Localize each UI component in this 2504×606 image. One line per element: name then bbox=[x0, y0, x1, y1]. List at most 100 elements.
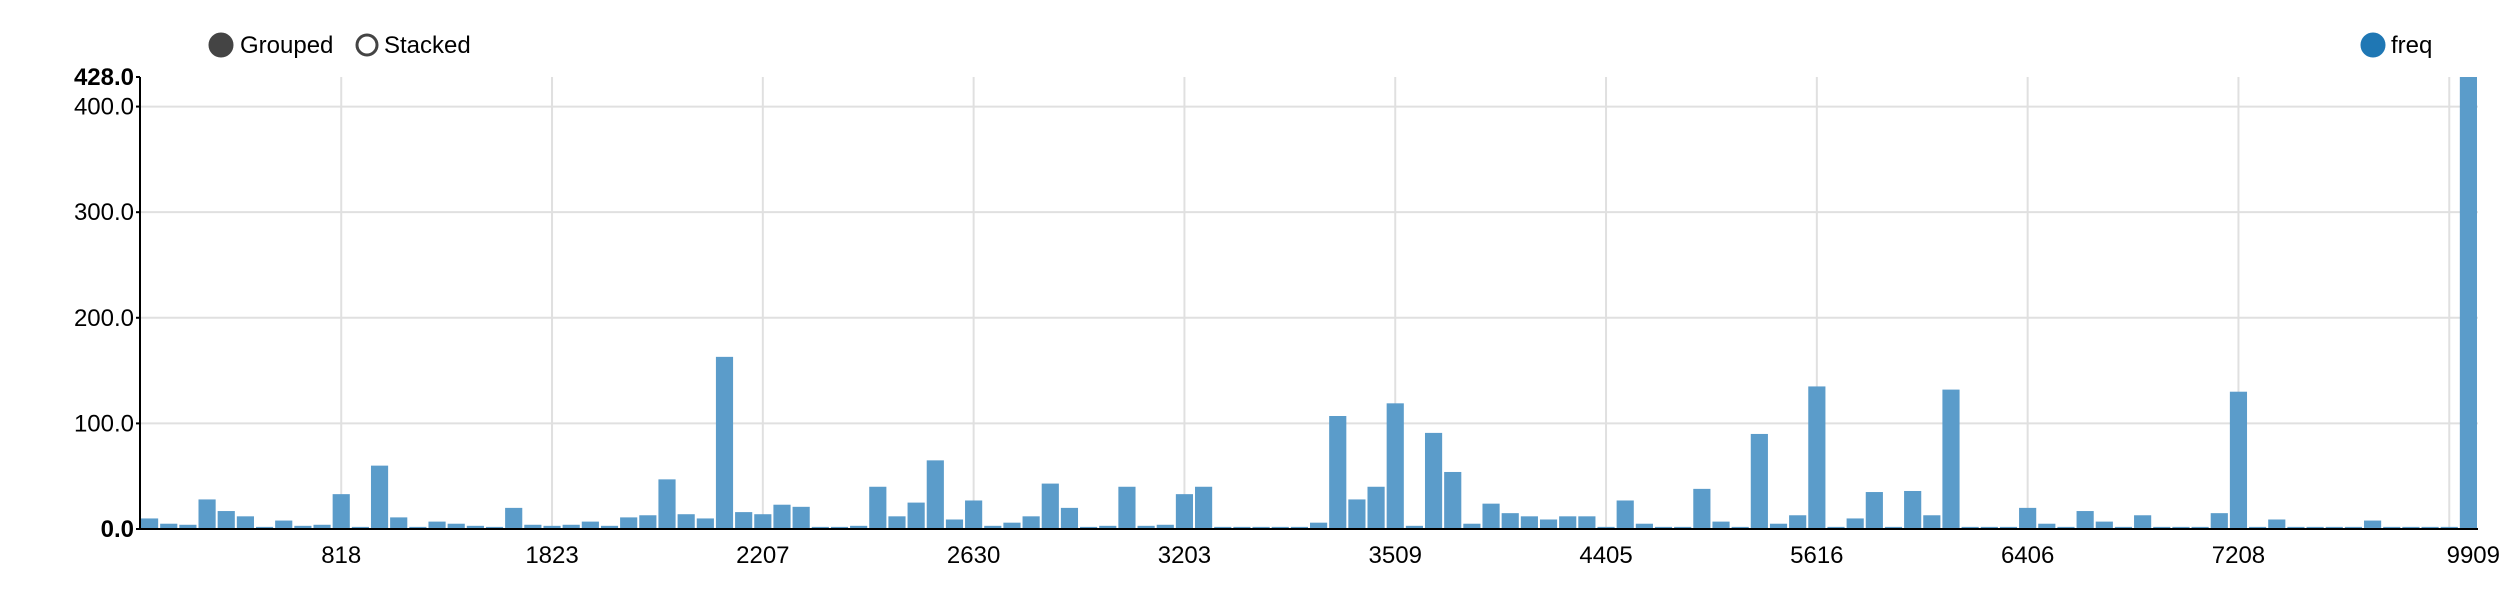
bar[interactable] bbox=[370, 465, 389, 529]
bar[interactable] bbox=[1520, 516, 1538, 529]
bar[interactable] bbox=[1405, 525, 1423, 529]
bar[interactable] bbox=[2344, 526, 2363, 529]
bar[interactable] bbox=[1597, 526, 1615, 529]
bar[interactable] bbox=[2019, 507, 2037, 529]
bar[interactable] bbox=[524, 524, 542, 529]
bar[interactable] bbox=[1846, 518, 1864, 529]
bar[interactable] bbox=[1884, 526, 1903, 529]
bar[interactable] bbox=[505, 507, 523, 529]
grouped-control[interactable]: Grouped bbox=[208, 32, 333, 59]
bar[interactable] bbox=[1616, 500, 1634, 529]
bar[interactable] bbox=[1712, 521, 1730, 529]
bar[interactable] bbox=[2153, 526, 2171, 529]
bar[interactable] bbox=[1233, 526, 1251, 529]
bar[interactable] bbox=[1137, 525, 1155, 529]
bar[interactable] bbox=[2191, 526, 2209, 529]
bar[interactable] bbox=[888, 516, 906, 529]
bar[interactable] bbox=[869, 486, 887, 529]
bar[interactable] bbox=[1731, 526, 1749, 529]
bar[interactable] bbox=[1961, 526, 1979, 529]
bar[interactable] bbox=[945, 519, 964, 529]
bar[interactable] bbox=[2421, 526, 2439, 529]
legend-label[interactable]: freq bbox=[2391, 32, 2432, 59]
legend-dot-icon[interactable] bbox=[2360, 32, 2386, 58]
bar[interactable] bbox=[581, 521, 599, 529]
stacked-label[interactable]: Stacked bbox=[384, 32, 471, 59]
bar[interactable] bbox=[2383, 526, 2401, 529]
bar[interactable] bbox=[1789, 515, 1807, 529]
bar[interactable] bbox=[1060, 507, 1079, 529]
bar[interactable] bbox=[1674, 526, 1692, 529]
bar[interactable] bbox=[562, 524, 580, 529]
bar[interactable] bbox=[1022, 516, 1040, 529]
bar[interactable] bbox=[639, 515, 657, 529]
grouped-radio-icon[interactable] bbox=[208, 32, 234, 58]
legend-item-freq[interactable]: freq bbox=[2360, 32, 2432, 59]
bar[interactable] bbox=[696, 518, 714, 529]
bar[interactable] bbox=[2038, 523, 2056, 529]
bar[interactable] bbox=[179, 524, 197, 529]
bar[interactable] bbox=[1329, 416, 1347, 529]
bar[interactable] bbox=[1348, 499, 1366, 529]
bar[interactable] bbox=[1942, 389, 1960, 529]
bar[interactable] bbox=[1923, 515, 1941, 529]
bar[interactable] bbox=[1578, 516, 1596, 529]
bar[interactable] bbox=[160, 523, 178, 529]
bar[interactable] bbox=[2325, 526, 2343, 529]
bar[interactable] bbox=[447, 523, 465, 529]
bar[interactable] bbox=[1156, 524, 1174, 529]
bar[interactable] bbox=[1654, 526, 1673, 529]
bar[interactable] bbox=[1501, 513, 1519, 529]
bar[interactable] bbox=[409, 526, 427, 529]
bar[interactable] bbox=[1769, 523, 1788, 529]
grouped-label[interactable]: Grouped bbox=[240, 32, 333, 59]
bar[interactable] bbox=[1118, 486, 1136, 529]
bar[interactable] bbox=[1175, 494, 1194, 529]
bar[interactable] bbox=[830, 526, 849, 529]
bar[interactable] bbox=[715, 356, 734, 529]
bar[interactable] bbox=[1904, 490, 1922, 529]
bar[interactable] bbox=[1003, 522, 1021, 529]
bar[interactable] bbox=[1635, 523, 1653, 529]
bar[interactable] bbox=[2459, 77, 2477, 529]
bar[interactable] bbox=[1214, 526, 1232, 529]
bar[interactable] bbox=[2210, 513, 2228, 529]
bar[interactable] bbox=[466, 525, 484, 529]
bar[interactable] bbox=[1386, 403, 1404, 529]
bar[interactable] bbox=[141, 518, 159, 529]
bar[interactable] bbox=[2402, 526, 2420, 529]
bar[interactable] bbox=[2440, 526, 2458, 529]
bar[interactable] bbox=[1539, 519, 1558, 529]
bar[interactable] bbox=[1080, 526, 1098, 529]
bar[interactable] bbox=[1999, 526, 2018, 529]
bar[interactable] bbox=[217, 511, 235, 529]
bar[interactable] bbox=[1693, 488, 1711, 529]
bar[interactable] bbox=[543, 525, 561, 529]
bar[interactable] bbox=[2287, 526, 2305, 529]
bar[interactable] bbox=[332, 494, 350, 529]
bar[interactable] bbox=[351, 526, 369, 529]
bar[interactable] bbox=[2249, 526, 2267, 529]
bar[interactable] bbox=[198, 499, 216, 529]
bar[interactable] bbox=[275, 520, 293, 529]
bar[interactable] bbox=[2095, 521, 2113, 529]
bar[interactable] bbox=[792, 506, 810, 529]
bar[interactable] bbox=[773, 504, 791, 529]
bar[interactable] bbox=[1367, 486, 1385, 529]
bar[interactable] bbox=[984, 525, 1002, 529]
bar[interactable] bbox=[811, 526, 829, 529]
bar[interactable] bbox=[1290, 526, 1308, 529]
bar[interactable] bbox=[1099, 525, 1117, 529]
bar[interactable] bbox=[2057, 526, 2075, 529]
bar[interactable] bbox=[926, 460, 944, 529]
bar[interactable] bbox=[1195, 486, 1213, 529]
bar[interactable] bbox=[1750, 433, 1768, 529]
stacked-radio-icon[interactable] bbox=[355, 33, 379, 57]
stacked-control[interactable]: Stacked bbox=[355, 32, 471, 59]
bar[interactable] bbox=[1041, 483, 1059, 529]
bar[interactable] bbox=[1482, 503, 1500, 529]
bar[interactable] bbox=[2229, 391, 2248, 529]
bar[interactable] bbox=[1808, 386, 1826, 529]
bar[interactable] bbox=[1271, 526, 1289, 529]
bar[interactable] bbox=[1827, 526, 1845, 529]
